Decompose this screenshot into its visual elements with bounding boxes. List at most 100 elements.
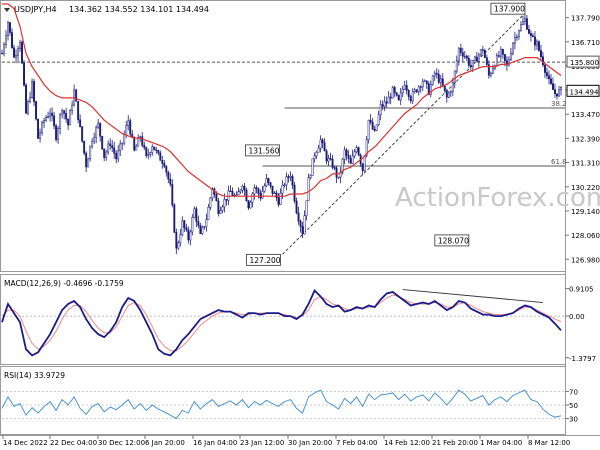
- candle-body: [475, 56, 478, 62]
- candle-body: [463, 55, 466, 58]
- candle-body: [491, 68, 494, 74]
- candle-body: [221, 206, 224, 211]
- symbol-label: USDJPY,H4: [14, 5, 57, 14]
- candle-body: [345, 149, 348, 156]
- price-annotation-label: 131.560: [248, 146, 279, 155]
- candle-body: [443, 85, 446, 91]
- candle-body: [193, 208, 196, 218]
- candle-body: [103, 148, 106, 158]
- candle-body: [265, 178, 268, 187]
- candle-body: [487, 64, 490, 76]
- candle-body: [527, 29, 530, 34]
- candle-body: [69, 110, 72, 126]
- candle-body: [57, 128, 60, 140]
- candle-body: [407, 90, 410, 97]
- candle-body: [191, 217, 194, 233]
- candle-body: [309, 175, 312, 178]
- candle-body: [461, 52, 464, 57]
- time-tick-label: 8 Mar 12:00: [528, 439, 570, 447]
- candle-body: [61, 110, 64, 115]
- candle-body: [447, 92, 450, 98]
- candle-body: [399, 92, 402, 101]
- time-tick-label: 14 Dec 2022: [3, 439, 48, 447]
- candle-body: [263, 185, 266, 192]
- price-tick-label: 128.060: [571, 232, 600, 240]
- candle-body: [63, 110, 66, 114]
- level-price-label: 135.800: [570, 59, 599, 67]
- candle-body: [99, 122, 102, 137]
- axes-layer: 137.790136.710135.630134.550133.470132.3…: [2, 15, 600, 447]
- candle-body: [353, 151, 356, 157]
- macd-label: MACD(12,26,9) -0.4696 -0.1759: [4, 279, 124, 288]
- candle-body: [271, 185, 274, 194]
- candle-body: [217, 200, 220, 214]
- rsi-tick-label: 70: [569, 389, 578, 397]
- candle-body: [451, 82, 454, 93]
- candle-body: [287, 176, 290, 178]
- candle-body: [315, 152, 318, 157]
- candle-body: [425, 80, 428, 85]
- candle-body: [327, 158, 330, 162]
- candle-body: [91, 140, 94, 147]
- candle-body: [187, 229, 190, 241]
- candle-body: [145, 147, 148, 156]
- candle-body: [299, 220, 302, 227]
- candle-body: [65, 112, 68, 120]
- candle-body: [411, 91, 414, 102]
- candle-body: [457, 47, 460, 61]
- candle-body: [89, 145, 92, 160]
- price-annotation-box: [490, 2, 526, 15]
- candle-body: [515, 36, 518, 38]
- candle-body: [155, 149, 158, 151]
- candle-body: [395, 92, 398, 96]
- candle-body: [267, 178, 270, 183]
- candle-body: [421, 80, 424, 88]
- candle-body: [542, 56, 544, 66]
- candle-body: [521, 21, 524, 25]
- candle-body: [439, 78, 442, 83]
- rsi-panel: [0, 366, 566, 435]
- candle-body: [95, 127, 98, 138]
- candle-body: [163, 163, 166, 167]
- candle-body: [53, 115, 56, 127]
- candle-body: [413, 89, 416, 93]
- candle-body: [471, 59, 474, 68]
- fib-label: 61.8: [551, 158, 567, 166]
- rsi-tick-label: 50: [569, 402, 578, 410]
- price-tick-label: 132.390: [571, 135, 600, 143]
- candle-body: [517, 30, 520, 38]
- price-annotation-box: [246, 253, 281, 266]
- candle-body: [107, 143, 110, 153]
- candle-body: [67, 118, 70, 126]
- candle-body: [552, 83, 554, 90]
- candle-body: [183, 220, 186, 228]
- current-price-label: 134.494: [570, 88, 599, 96]
- candle-body: [349, 158, 352, 164]
- candle-body: [347, 155, 350, 159]
- candle-body: [41, 122, 44, 134]
- candle-body: [403, 85, 406, 90]
- candle-body: [19, 41, 21, 49]
- candle-body: [249, 201, 252, 209]
- candle-body: [25, 84, 27, 114]
- candle-body: [149, 152, 152, 155]
- candle-body: [27, 101, 29, 114]
- candle-body: [361, 163, 364, 171]
- moving-average-line: [2, 3, 562, 197]
- price-tick-label: 136.710: [571, 39, 600, 47]
- candle-body: [215, 193, 218, 202]
- candle-body: [529, 33, 532, 36]
- candle-body: [81, 126, 84, 142]
- candle-body: [329, 158, 332, 160]
- candle-body: [465, 55, 468, 59]
- candle-body: [477, 54, 480, 62]
- candle-body: [87, 158, 90, 168]
- candle-body: [536, 41, 538, 46]
- candle-body: [231, 190, 234, 196]
- candle-body: [319, 139, 322, 149]
- price-tick-label: 129.140: [571, 208, 600, 216]
- candle-body: [195, 208, 198, 222]
- candle-body: [23, 62, 25, 86]
- candle-body: [237, 191, 240, 196]
